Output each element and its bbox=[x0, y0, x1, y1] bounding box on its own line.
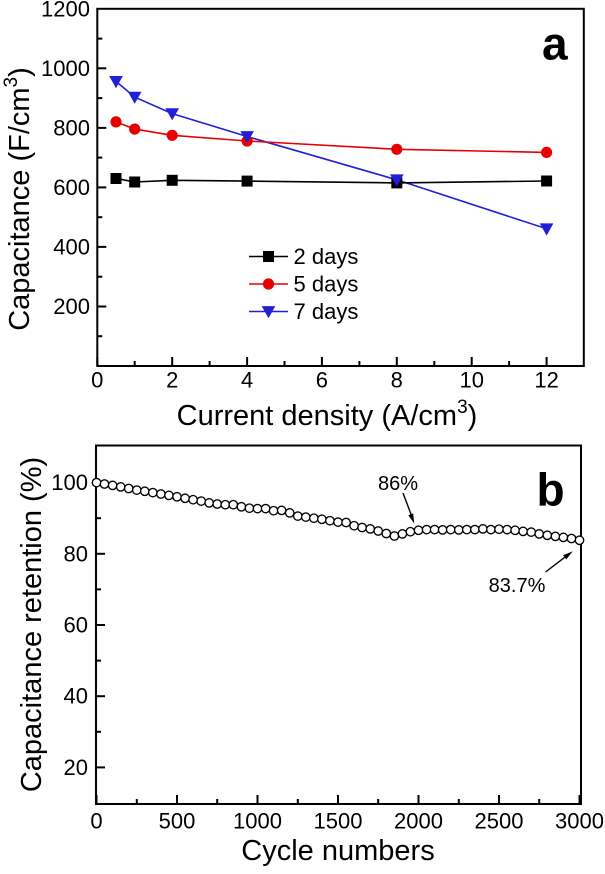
svg-text:0: 0 bbox=[91, 368, 103, 393]
svg-text:6: 6 bbox=[316, 368, 328, 393]
svg-text:4: 4 bbox=[241, 368, 253, 393]
svg-text:a: a bbox=[542, 18, 568, 70]
svg-text:83.7%: 83.7% bbox=[489, 575, 546, 597]
svg-text:60: 60 bbox=[64, 613, 88, 638]
svg-text:20: 20 bbox=[64, 755, 88, 780]
svg-text:Capacitance retention (%): Capacitance retention (%) bbox=[16, 457, 48, 792]
svg-text:1200: 1200 bbox=[41, 0, 90, 21]
svg-text:2: 2 bbox=[166, 368, 178, 393]
svg-text:400: 400 bbox=[53, 235, 90, 260]
svg-text:12: 12 bbox=[534, 368, 558, 393]
svg-text:5 days: 5 days bbox=[294, 272, 359, 297]
svg-text:1500: 1500 bbox=[314, 809, 363, 834]
svg-text:600: 600 bbox=[53, 175, 90, 200]
svg-text:200: 200 bbox=[53, 294, 90, 319]
svg-text:7 days: 7 days bbox=[294, 299, 359, 324]
svg-text:2000: 2000 bbox=[394, 809, 443, 834]
svg-text:2500: 2500 bbox=[475, 809, 524, 834]
svg-text:1000: 1000 bbox=[233, 809, 282, 834]
svg-text:Cycle numbers: Cycle numbers bbox=[241, 835, 434, 867]
svg-text:Capacitance (F/cm3): Capacitance (F/cm3) bbox=[1, 67, 36, 331]
svg-text:Current density (A/cm3): Current density (A/cm3) bbox=[177, 397, 478, 432]
svg-text:0: 0 bbox=[90, 809, 102, 834]
svg-text:2 days: 2 days bbox=[294, 244, 359, 269]
svg-text:86%: 86% bbox=[378, 473, 418, 495]
svg-text:80: 80 bbox=[64, 541, 88, 566]
svg-text:800: 800 bbox=[53, 116, 90, 141]
svg-text:3000: 3000 bbox=[555, 809, 604, 834]
svg-text:10: 10 bbox=[459, 368, 483, 393]
svg-text:500: 500 bbox=[159, 809, 196, 834]
svg-text:1000: 1000 bbox=[41, 56, 90, 81]
svg-text:b: b bbox=[537, 464, 565, 516]
svg-text:40: 40 bbox=[64, 684, 88, 709]
svg-text:8: 8 bbox=[391, 368, 403, 393]
svg-text:100: 100 bbox=[51, 470, 88, 495]
